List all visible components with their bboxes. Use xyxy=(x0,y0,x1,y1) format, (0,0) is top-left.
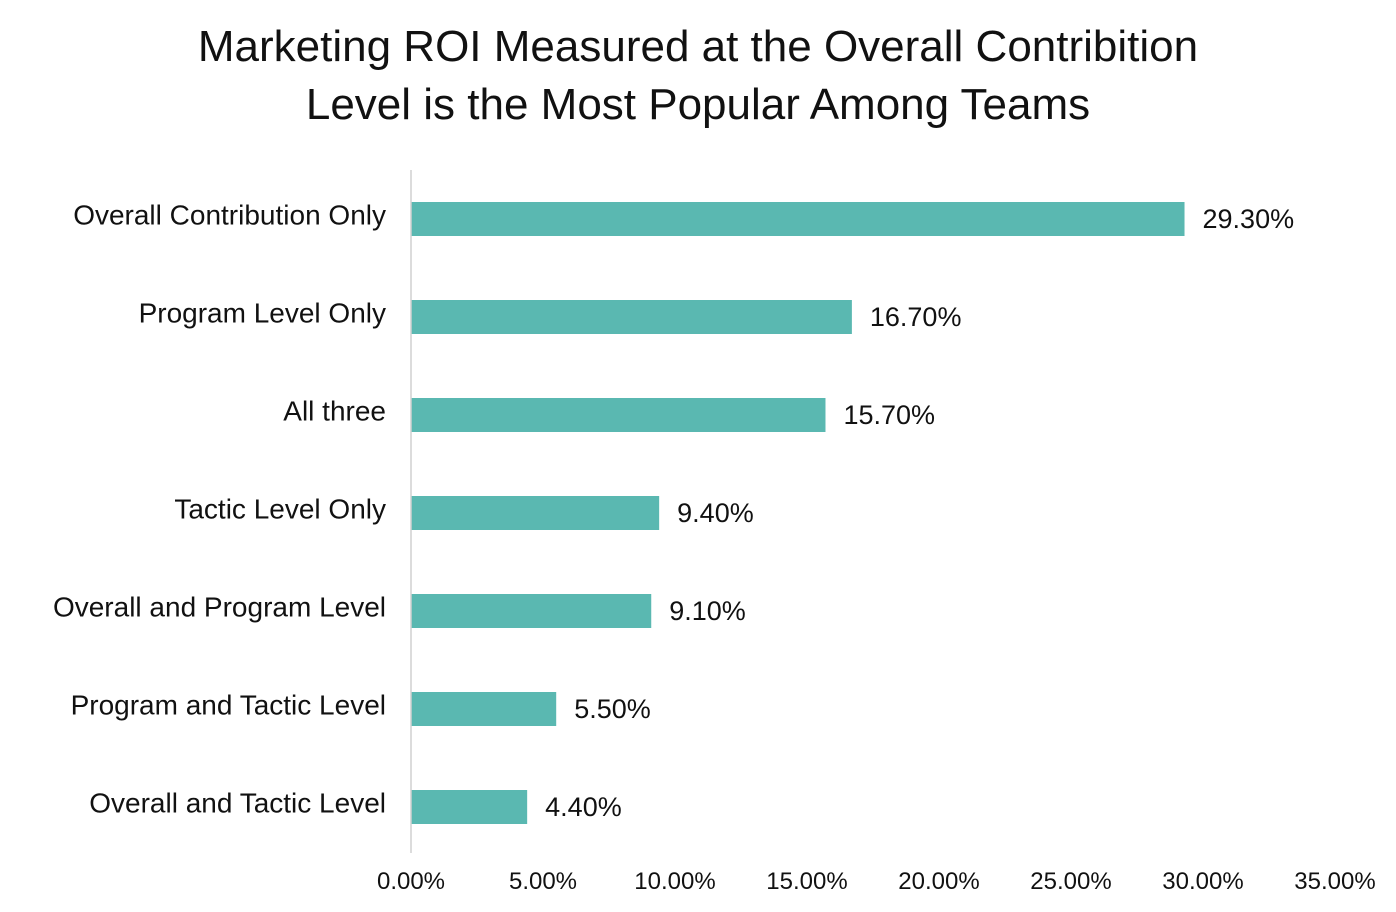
category-label: Overall and Program Level xyxy=(53,591,386,622)
data-label: 9.10% xyxy=(669,596,746,626)
bar-6 xyxy=(411,790,528,824)
labels-layer: Overall Contribution Only 29.30% Program L… xyxy=(53,199,1294,822)
category-label: Overall and Tactic Level xyxy=(89,787,386,818)
chart-title: Marketing ROI Measured at the Overall Co… xyxy=(0,18,1396,134)
chart-title-line-2: Level is the Most Popular Among Teams xyxy=(305,80,1091,129)
data-label: 15.70% xyxy=(843,400,935,430)
category-label: Overall Contribution Only xyxy=(73,199,386,230)
x-tick-labels: 0.00% 5.00% 10.00% 15.00% 20.00% 25.00% 30.00%… xyxy=(377,868,1376,895)
bars-layer xyxy=(411,202,1185,824)
category-label: Tactic Level Only xyxy=(174,493,386,524)
bar-2 xyxy=(411,398,826,432)
bar-4 xyxy=(411,594,652,628)
data-label: 29.30% xyxy=(1203,204,1295,234)
x-tick-label: 30.00% xyxy=(1162,868,1243,895)
x-tick-label: 20.00% xyxy=(898,868,979,895)
chart-title-line-1: Marketing ROI Measured at the Overall Co… xyxy=(197,22,1199,71)
data-label: 5.50% xyxy=(574,694,651,724)
x-tick-label: 15.00% xyxy=(766,868,847,895)
bar-5 xyxy=(411,692,557,726)
data-label: 16.70% xyxy=(870,302,962,332)
category-label: All three xyxy=(283,395,386,426)
x-tick-label: 25.00% xyxy=(1030,868,1111,895)
data-label: 4.40% xyxy=(545,792,622,822)
bar-3 xyxy=(411,496,660,530)
data-label: 9.40% xyxy=(677,498,754,528)
category-label: Program and Tactic Level xyxy=(71,689,386,720)
bar-1 xyxy=(411,300,852,334)
bar-0 xyxy=(411,202,1185,236)
x-tick-label: 5.00% xyxy=(509,868,577,895)
x-tick-label: 35.00% xyxy=(1294,868,1375,895)
x-tick-label: 10.00% xyxy=(634,868,715,895)
category-label: Program Level Only xyxy=(139,297,386,328)
x-tick-label: 0.00% xyxy=(377,868,445,895)
